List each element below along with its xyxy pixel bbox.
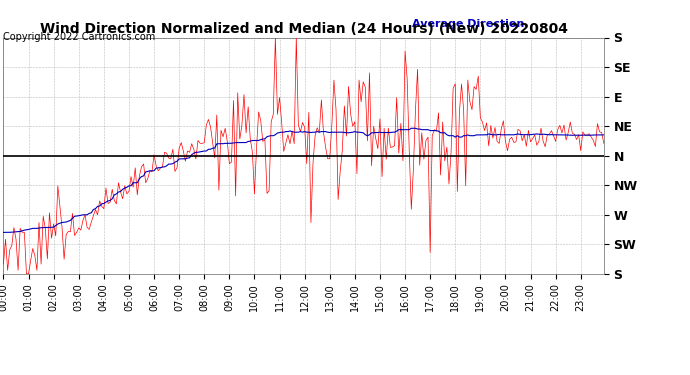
Text: Copyright 2022 Cartronics.com: Copyright 2022 Cartronics.com xyxy=(3,32,156,42)
Text: Average Direction: Average Direction xyxy=(412,19,524,29)
Title: Wind Direction Normalized and Median (24 Hours) (New) 20220804: Wind Direction Normalized and Median (24… xyxy=(39,22,568,36)
